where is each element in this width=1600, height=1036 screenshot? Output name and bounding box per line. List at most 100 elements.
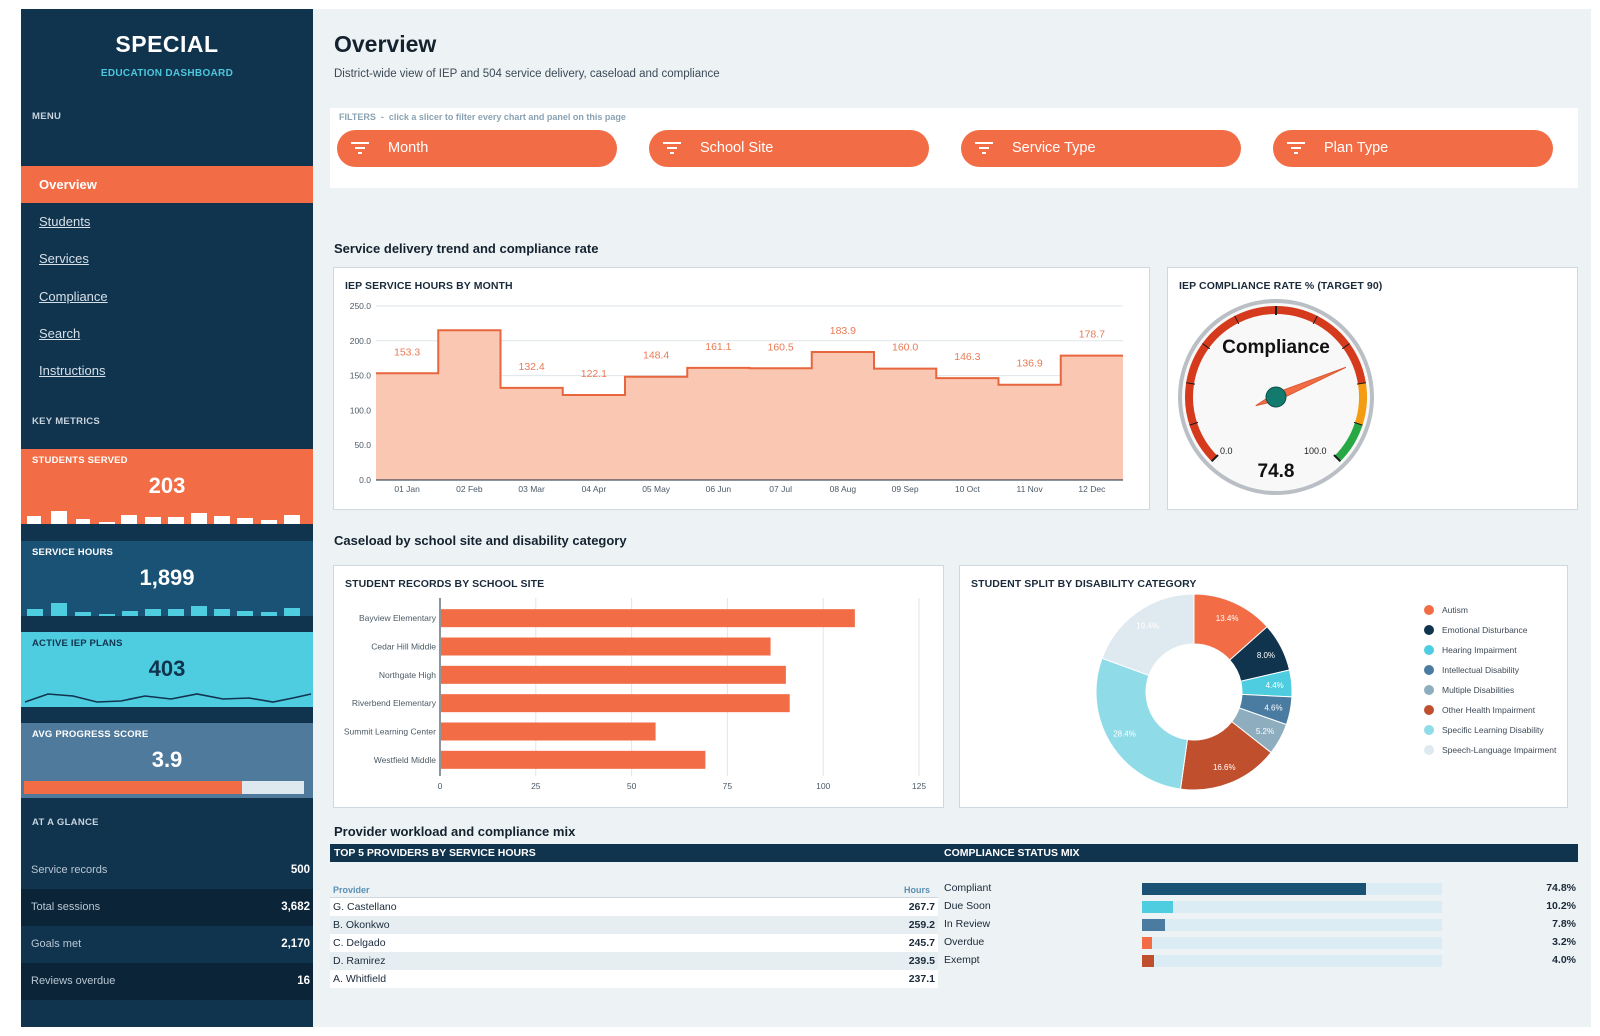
hours-sparkline bbox=[27, 603, 300, 616]
legend-label: Specific Learning Disability bbox=[1442, 725, 1544, 735]
legend-swatch bbox=[1424, 665, 1434, 675]
y-tick-label: 250.0 bbox=[350, 301, 372, 311]
data-label: 146.3 bbox=[954, 351, 980, 363]
gauge-tick bbox=[1189, 421, 1199, 426]
donut-slice-label: 13.4% bbox=[1216, 614, 1239, 623]
nav-overview[interactable]: Overview bbox=[21, 166, 313, 203]
gauge-label: Compliance bbox=[1222, 337, 1330, 358]
donut-slice bbox=[1095, 657, 1188, 790]
hours-chart-panel: IEP SERVICE HOURS BY MONTH 0.0 50.0 100.0 1… bbox=[333, 267, 1150, 510]
x-tick-label: 03 Mar bbox=[518, 484, 545, 494]
nav-search[interactable]: Search bbox=[39, 326, 81, 341]
gauge-max-label: 100.0 bbox=[1304, 446, 1327, 456]
provider-hours: 239.5 bbox=[908, 955, 935, 967]
nav-compliance[interactable]: Compliance bbox=[39, 289, 108, 304]
legend-swatch bbox=[1424, 605, 1434, 615]
glance-row: Goals met 2,170 bbox=[21, 926, 313, 963]
gauge-tick bbox=[1234, 315, 1240, 325]
disability-donut: 13.4% 8.0% 4.4% 4.6% 5.2% 16.6% 28.4% 19.4% bbox=[1095, 593, 1293, 791]
x-tick-label: 06 Jun bbox=[706, 484, 732, 494]
mix-bar-track bbox=[1142, 883, 1442, 895]
glance-label: Service records bbox=[31, 864, 108, 876]
glance-label: Total sessions bbox=[31, 901, 101, 913]
slicer-month[interactable]: Month bbox=[337, 130, 617, 167]
compliance-mix-row: Overdue 3.2% bbox=[934, 934, 1576, 952]
section-title-trend: Service delivery trend and compliance ra… bbox=[334, 241, 599, 256]
legend-item: Intellectual Disability bbox=[1424, 660, 1556, 680]
site-bar bbox=[441, 750, 706, 769]
provider-name: A. Whitfield bbox=[333, 973, 387, 985]
metric-avg-progress: AVG PROGRESS SCORE 3.9 bbox=[21, 723, 313, 798]
gauge-value: 74.8 bbox=[1258, 461, 1295, 482]
data-label: 136.9 bbox=[1016, 358, 1042, 370]
glance-label: Goals met bbox=[31, 938, 82, 950]
metric-value: 203 bbox=[148, 473, 186, 498]
donut-slice-label: 8.0% bbox=[1257, 651, 1275, 660]
glance-row: Service records 500 bbox=[21, 852, 313, 889]
filters-heading: FILTERS bbox=[339, 112, 376, 122]
legend-item: Other Health Impairment bbox=[1424, 700, 1556, 720]
main-content: Overview District-wide view of IEP and 5… bbox=[313, 9, 1591, 1027]
chart-title: IEP COMPLIANCE RATE % (TARGET 90) bbox=[1179, 280, 1383, 292]
mix-bar-track bbox=[1142, 955, 1442, 967]
mix-label: Overdue bbox=[944, 936, 985, 948]
slicer-label: School Site bbox=[700, 140, 774, 156]
hours-chart: 0.0 50.0 100.0 150.0 200.0 250.0 01 Jan 153.3 02… bbox=[350, 301, 1123, 494]
gauge-tick bbox=[1333, 454, 1342, 463]
site-label: Riverbend Elementary bbox=[352, 698, 437, 708]
x-tick-label: 04 Apr bbox=[582, 484, 607, 494]
gauge-tick bbox=[1210, 454, 1219, 463]
hours-line bbox=[376, 329, 1123, 397]
site-label: Cedar Hill Middle bbox=[371, 642, 436, 652]
data-label: 148.4 bbox=[643, 350, 669, 362]
progress-track bbox=[24, 781, 304, 794]
providers-column-headers: Provider Hours bbox=[330, 884, 938, 898]
filters-hint: click a slicer to filter every chart and… bbox=[388, 112, 626, 122]
data-label: 160.0 bbox=[892, 342, 918, 354]
compliance-gauge: Compliance 0.0 100.0 74.8 bbox=[1178, 299, 1374, 495]
mix-label: Compliant bbox=[944, 882, 992, 894]
sites-chart: 0 25 50 75 100 125 Bayview Elementary Cedar Hil… bbox=[344, 598, 926, 791]
legend-label: Autism bbox=[1442, 605, 1468, 615]
slicer-service-type[interactable]: Service Type bbox=[961, 130, 1241, 167]
nav-instructions[interactable]: Instructions bbox=[39, 363, 106, 378]
filters-panel: FILTERS - click a slicer to filter every… bbox=[330, 108, 1578, 188]
y-tick-label: 150.0 bbox=[350, 371, 372, 381]
x-tick-label: 01 Jan bbox=[394, 484, 420, 494]
provider-name: B. Okonkwo bbox=[333, 919, 390, 931]
glance-row: Total sessions 3,682 bbox=[21, 889, 313, 926]
metric-label: ACTIVE IEP PLANS bbox=[32, 638, 123, 649]
metric-value: 3.9 bbox=[151, 747, 183, 772]
mix-label: Due Soon bbox=[944, 900, 991, 912]
slicer-plan-type[interactable]: Plan Type bbox=[1273, 130, 1553, 167]
site-bar bbox=[441, 609, 855, 628]
mix-bar-track bbox=[1142, 937, 1442, 949]
donut-slice bbox=[1101, 593, 1195, 677]
provider-hours: 267.7 bbox=[908, 901, 935, 913]
y-tick-label: 100.0 bbox=[350, 405, 372, 415]
filter-icon bbox=[351, 142, 369, 154]
sites-chart-panel: STUDENT RECORDS BY SCHOOL SITE 0 25 50 75 10… bbox=[333, 565, 944, 808]
mix-value: 7.8% bbox=[1552, 918, 1576, 930]
metric-label: STUDENTS SERVED bbox=[32, 455, 128, 466]
glance-value: 2,170 bbox=[281, 938, 310, 950]
site-bar bbox=[441, 722, 656, 741]
col-hours: Hours bbox=[903, 885, 930, 895]
gauge-tick bbox=[1312, 315, 1318, 325]
legend-label: Multiple Disabilities bbox=[1442, 685, 1515, 695]
metric-label: AVG PROGRESS SCORE bbox=[32, 729, 149, 740]
slicer-school-site[interactable]: School Site bbox=[649, 130, 929, 167]
glance-value: 3,682 bbox=[281, 901, 310, 913]
col-provider: Provider bbox=[333, 885, 370, 895]
provider-row: A. Whitfield 237.1 bbox=[330, 970, 938, 988]
x-tick-label: 09 Sep bbox=[892, 484, 919, 494]
metric-label: SERVICE HOURS bbox=[32, 547, 114, 558]
legend-swatch bbox=[1424, 705, 1434, 715]
mix-label: In Review bbox=[944, 918, 991, 930]
donut-slice-label: 16.6% bbox=[1213, 763, 1236, 772]
sidebar: SPECIAL EDUCATION DASHBOARD MENU Overvie… bbox=[21, 9, 313, 1027]
legend-label: Other Health Impairment bbox=[1442, 705, 1536, 715]
nav-students[interactable]: Students bbox=[39, 214, 91, 229]
nav-services[interactable]: Services bbox=[39, 251, 89, 266]
filter-icon bbox=[1287, 142, 1305, 154]
